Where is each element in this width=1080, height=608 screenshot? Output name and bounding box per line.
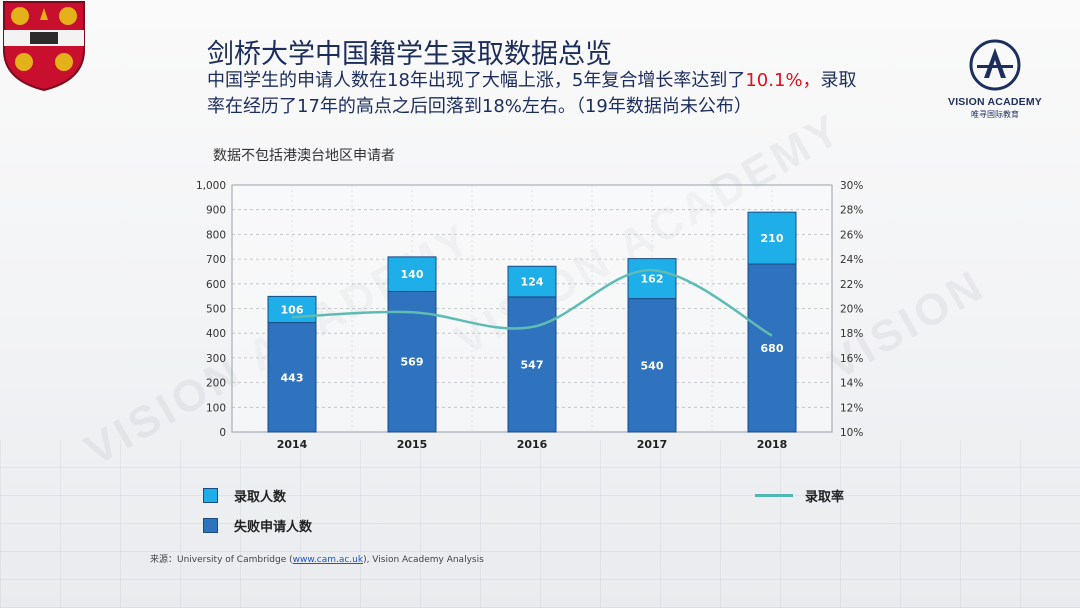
data-label-failed: 569	[401, 356, 424, 369]
subtitle-line2: 录取率在经历了17年的高点之后回落到18%左右。（19年数据尚未公布）	[207, 70, 857, 117]
x-tick-label: 2014	[277, 438, 308, 451]
y-tick-label: 200	[206, 378, 226, 390]
source-note: 来源：University of Cambridge (www.cam.ac.u…	[150, 552, 484, 565]
legend-failed: 失败申请人数	[203, 516, 312, 535]
y-tick-label: 700	[206, 254, 226, 266]
y2-tick-label: 24%	[840, 254, 863, 266]
y-tick-label: 300	[206, 353, 226, 365]
y-tick-label: 600	[206, 279, 226, 291]
page-title: 剑桥大学中国籍学生录取数据总览	[207, 39, 612, 70]
y2-tick-label: 26%	[840, 229, 863, 241]
y2-tick-label: 28%	[840, 205, 863, 217]
vision-academy-emblem-icon	[969, 39, 1021, 91]
bar-failed	[627, 298, 677, 433]
data-label-admitted: 106	[281, 303, 304, 316]
bar-admitted	[627, 258, 677, 300]
legend-swatch-rate	[755, 494, 793, 497]
data-label-failed: 547	[521, 358, 544, 371]
data-label-admitted: 140	[401, 268, 424, 281]
data-note: 数据不包括港澳台地区申请者	[213, 148, 395, 164]
cambridge-crest-logo	[3, 1, 85, 92]
source-suffix: ), Vision Academy Analysis	[363, 555, 484, 565]
legend-rate: 录取率	[755, 486, 844, 505]
bar-failed	[267, 322, 317, 433]
bar-admitted	[387, 256, 437, 292]
bar-admitted	[267, 295, 317, 324]
data-label-failed: 540	[641, 359, 664, 372]
y-tick-label: 800	[206, 229, 226, 241]
legend-swatch-admitted	[203, 488, 218, 503]
data-label-admitted: 162	[641, 273, 664, 286]
y2-tick-label: 18%	[840, 328, 863, 340]
legend-admitted: 录取人数	[203, 486, 286, 505]
background-floor	[0, 440, 1080, 608]
y2-tick-label: 16%	[840, 353, 863, 365]
legend-label-admitted: 录取人数	[234, 490, 287, 505]
legend-swatch-failed	[203, 518, 218, 533]
x-tick-label: 2018	[757, 438, 788, 451]
y2-tick-label: 22%	[840, 279, 863, 291]
logo-text: VISION ACADEMY	[947, 96, 1042, 108]
data-label-failed: 443	[281, 371, 304, 384]
y2-tick-label: 10%	[840, 427, 863, 439]
y-tick-label: 100	[206, 402, 226, 414]
subtitle-line1: 中国学生的申请人数在18年出现了大幅上涨，5年复合增长率达到了	[207, 70, 746, 91]
data-label-admitted: 210	[761, 232, 784, 245]
y2-tick-label: 14%	[840, 378, 863, 390]
logo-subtext: 唯寻国际教育	[971, 110, 1019, 119]
y-tick-label: 400	[206, 328, 226, 340]
rate-line	[291, 268, 773, 337]
y2-tick-label: 20%	[840, 304, 863, 316]
x-tick-label: 2017	[637, 438, 668, 451]
y-tick-label: 900	[206, 205, 226, 217]
bar-failed	[747, 263, 797, 433]
x-tick-label: 2015	[397, 438, 428, 451]
data-label-admitted: 124	[521, 276, 544, 289]
y-tick-label: 0	[219, 427, 226, 439]
y2-tick-label: 12%	[840, 402, 863, 414]
page-subtitle: 中国学生的申请人数在18年出现了大幅上涨，5年复合增长率达到了10.1%，录取率…	[207, 68, 867, 120]
x-tick-label: 2016	[517, 438, 548, 451]
y2-tick-label: 30%	[840, 180, 863, 192]
source-link[interactable]: www.cam.ac.uk	[292, 555, 364, 565]
legend-label-rate: 录取率	[805, 490, 845, 505]
source-prefix: 来源：University of Cambridge (	[150, 555, 293, 565]
y-tick-label: 500	[206, 304, 226, 316]
vision-academy-logo: VISION ACADEMY 唯寻国际教育	[945, 38, 1045, 120]
subtitle-highlight: 10.1%，	[745, 70, 821, 91]
data-label-failed: 680	[761, 342, 784, 355]
y-tick-label: 1,000	[196, 180, 226, 192]
admission-chart: 0 10% 100 12% 200 14% 300 16% 400 18% 500 20% 600 22%…	[196, 180, 863, 451]
bar-admitted	[507, 265, 557, 298]
bar-admitted	[747, 211, 797, 265]
bar-failed	[507, 296, 557, 433]
legend-label-failed: 失败申请人数	[234, 520, 313, 535]
